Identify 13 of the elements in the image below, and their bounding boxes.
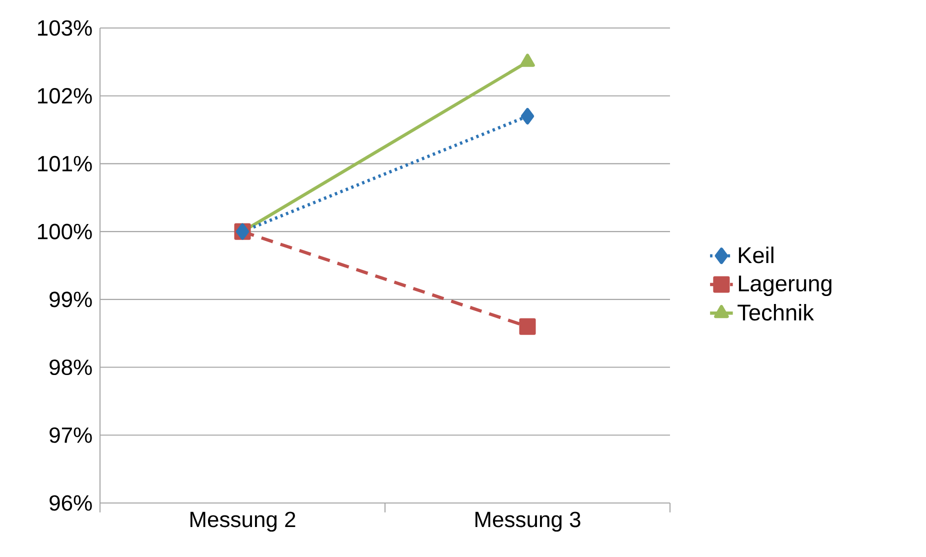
- y-tick-label: 102%: [38, 88, 92, 104]
- legend-label: Technik: [738, 304, 814, 321]
- y-tick-label: 97%: [50, 427, 92, 443]
- legend-label: Lagerung: [738, 276, 832, 296]
- y-tick-label: 98%: [50, 359, 92, 376]
- legend-label: Keil: [738, 246, 774, 264]
- y-tick-label: 99%: [50, 292, 92, 308]
- y-tick-label: 96%: [50, 495, 92, 511]
- y-tick-label: 101%: [38, 156, 92, 172]
- y-tick-label: 103%: [38, 20, 92, 36]
- x-tick-label: Messung 3: [475, 512, 580, 532]
- y-tick-label: 100%: [38, 224, 92, 240]
- x-tick-label: Messung 2: [190, 512, 296, 532]
